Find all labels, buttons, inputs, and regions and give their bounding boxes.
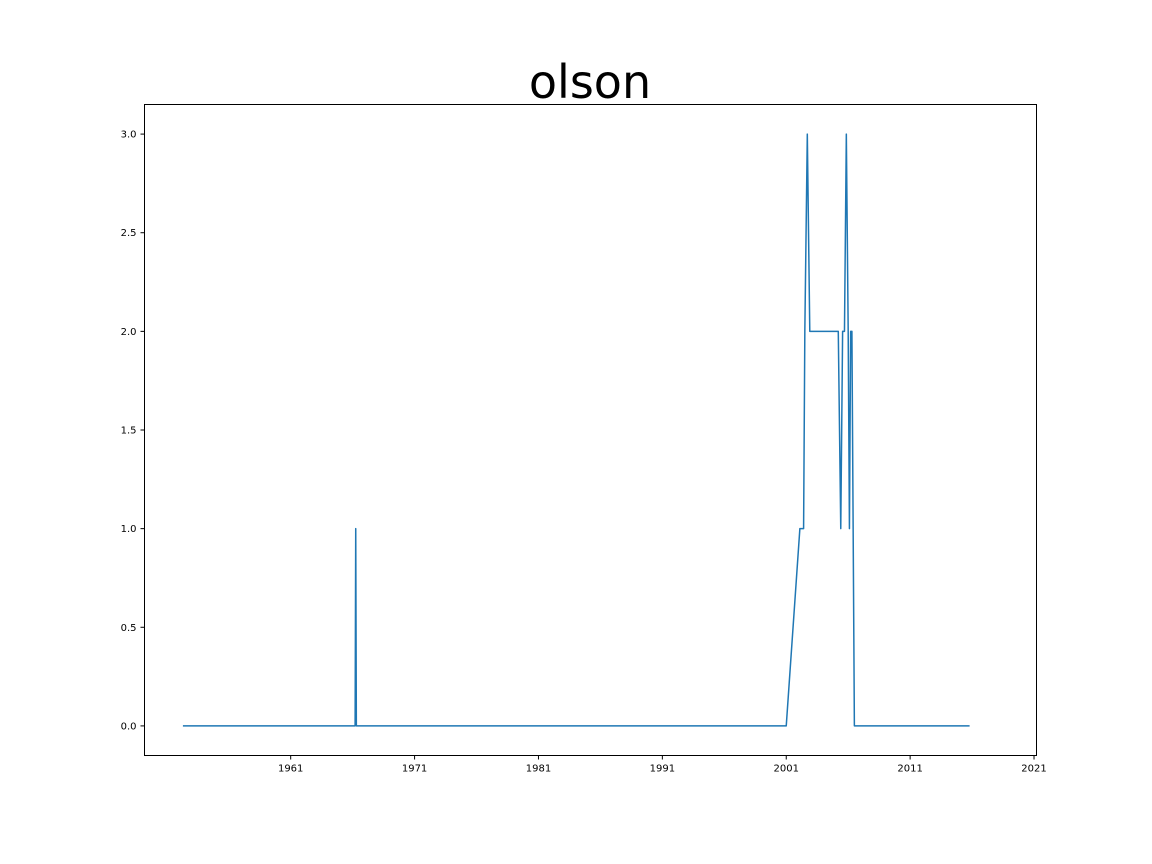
y-axis: 0.0 0.5 1.0 1.5 2.0 2.5 3.0 — [121, 130, 145, 732]
x-tick-label: 2021 — [1021, 764, 1046, 775]
x-tick-label: 1961 — [278, 764, 303, 775]
series-layer — [182, 133, 970, 727]
y-tick-label: 1.0 — [121, 524, 137, 535]
x-axis: 1961 1971 1981 1991 2001 2011 2021 — [278, 755, 1047, 775]
y-tick-label: 0.5 — [121, 623, 137, 634]
x-tick-label: 1981 — [526, 764, 551, 775]
chart-title: olson — [529, 55, 651, 109]
y-tick-label: 3.0 — [121, 130, 137, 141]
x-tick-label: 2001 — [774, 764, 799, 775]
y-tick-label: 2.5 — [121, 228, 137, 239]
y-tick-label: 0.0 — [121, 721, 137, 732]
x-tick-label: 2011 — [897, 764, 922, 775]
x-tick-label: 1971 — [402, 764, 427, 775]
y-tick-label: 1.5 — [121, 426, 137, 437]
series-line — [182, 133, 970, 727]
x-tick-label: 1991 — [650, 764, 675, 775]
y-tick-label: 2.0 — [121, 327, 137, 338]
plot-frame — [144, 104, 1037, 756]
